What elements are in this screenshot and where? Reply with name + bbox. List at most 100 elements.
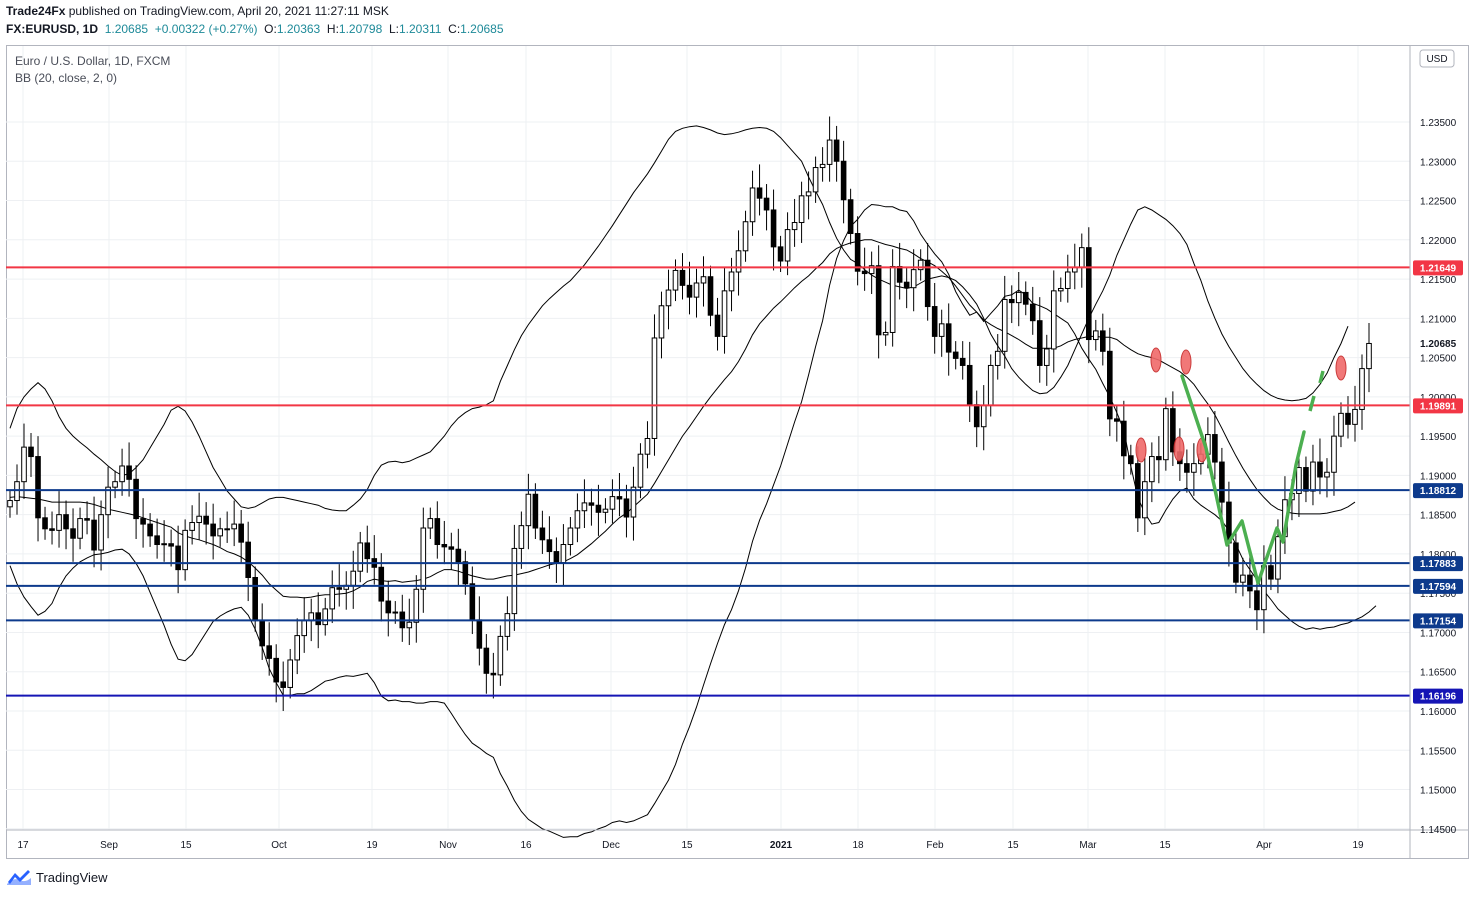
candle-body-down bbox=[861, 270, 868, 275]
x-tick-label: Sep bbox=[100, 840, 118, 851]
candle-body-up bbox=[1240, 574, 1246, 583]
candle bbox=[1064, 254, 1071, 303]
candle bbox=[357, 531, 364, 583]
candle bbox=[1163, 397, 1169, 471]
candle bbox=[21, 423, 27, 499]
candle-body-up bbox=[819, 163, 826, 169]
candle bbox=[588, 488, 595, 526]
y-tick-label: 1.18000 bbox=[1420, 550, 1457, 561]
candle-body-up bbox=[826, 139, 833, 165]
candle bbox=[826, 116, 833, 182]
x-tick-label: 15 bbox=[681, 840, 693, 851]
candle-body-up bbox=[56, 514, 62, 531]
candle-body-down bbox=[259, 620, 265, 647]
candle bbox=[504, 596, 511, 651]
pattern-marker bbox=[1150, 347, 1162, 373]
close-label: C: bbox=[448, 22, 461, 36]
candle bbox=[882, 321, 889, 346]
candle bbox=[364, 525, 371, 573]
y-tick-label: 1.17000 bbox=[1420, 628, 1457, 639]
candle-body-down bbox=[931, 306, 938, 337]
candle bbox=[245, 521, 251, 602]
candle bbox=[1191, 443, 1197, 496]
candle bbox=[658, 291, 665, 359]
candlesticks bbox=[7, 116, 1372, 711]
tradingview-logo-icon bbox=[7, 870, 31, 885]
y-tick-label: 1.21500 bbox=[1420, 275, 1457, 286]
candle-body-down bbox=[756, 187, 763, 199]
candle bbox=[714, 297, 721, 351]
candle-body-down bbox=[714, 314, 721, 337]
candle-body-down bbox=[49, 528, 55, 531]
currency-label: USD bbox=[1426, 54, 1447, 65]
candle bbox=[399, 594, 406, 642]
candle bbox=[749, 170, 756, 236]
candle-body-up bbox=[609, 496, 616, 510]
candle bbox=[1345, 396, 1351, 439]
legend-indicator[interactable]: BB (20, close, 2, 0) bbox=[15, 71, 118, 85]
horizontal-levels[interactable] bbox=[6, 266, 1410, 697]
candle-body-up bbox=[994, 350, 1001, 366]
candle bbox=[140, 498, 146, 548]
candle bbox=[763, 184, 770, 231]
candle bbox=[84, 501, 90, 535]
x-tick-label: Nov bbox=[439, 840, 457, 851]
candle bbox=[322, 597, 329, 636]
level-badge-1.18812 bbox=[1413, 483, 1463, 499]
candle-body-up bbox=[427, 518, 434, 529]
candle-body-up bbox=[1275, 536, 1281, 580]
candle-body-up bbox=[1191, 463, 1197, 473]
candle bbox=[945, 303, 952, 376]
candle bbox=[1107, 327, 1113, 437]
candle-body-down bbox=[84, 518, 90, 521]
candle bbox=[294, 618, 301, 675]
candle-body-down bbox=[1114, 418, 1120, 422]
candle-body-up bbox=[1310, 461, 1316, 492]
candle bbox=[959, 341, 966, 380]
candle bbox=[105, 466, 111, 539]
candle-body-up bbox=[1078, 247, 1085, 268]
candle-body-up bbox=[357, 542, 364, 572]
candle-body-down bbox=[238, 523, 244, 543]
currency-button[interactable]: USD bbox=[1419, 49, 1455, 68]
candle bbox=[987, 354, 994, 417]
candle-body-up bbox=[560, 544, 567, 564]
tradingview-brand[interactable]: TradingView bbox=[6, 868, 108, 886]
candle-body-down bbox=[966, 364, 973, 406]
candle bbox=[819, 147, 826, 182]
x-tick-label: 15 bbox=[180, 840, 192, 851]
candle-body-down bbox=[273, 657, 279, 683]
candle bbox=[903, 268, 910, 309]
candle-body-up bbox=[1142, 481, 1148, 519]
candle bbox=[623, 484, 630, 538]
x-tick-label: 17 bbox=[17, 840, 29, 851]
legend-title[interactable]: Euro / U.S. Dollar, 1D, FXCM bbox=[15, 54, 171, 68]
y-tick-label: 1.16500 bbox=[1420, 668, 1457, 679]
candle-body-down bbox=[945, 323, 952, 353]
pattern-marker bbox=[1135, 437, 1147, 463]
y-tick-label: 1.23000 bbox=[1420, 157, 1457, 168]
candle-body-up bbox=[406, 621, 413, 629]
candle bbox=[420, 507, 427, 613]
candle bbox=[147, 513, 153, 547]
candle-body-up bbox=[602, 508, 609, 513]
candle-body-up bbox=[700, 276, 707, 284]
publisher-name[interactable]: Trade24Fx bbox=[6, 4, 66, 18]
close-value: 1.20685 bbox=[460, 22, 504, 36]
candle bbox=[980, 385, 987, 451]
candle bbox=[602, 498, 609, 524]
candle-body-up bbox=[231, 523, 237, 530]
candle-body-down bbox=[1345, 412, 1351, 425]
y-tick-label: 1.18500 bbox=[1420, 511, 1457, 522]
candle-body-down bbox=[140, 518, 146, 525]
x-tick-label: 18 bbox=[852, 840, 864, 851]
candle bbox=[1057, 277, 1064, 302]
candle-body-up bbox=[21, 446, 27, 483]
level-badge-1.17154 bbox=[1413, 613, 1463, 629]
candle-body-down bbox=[455, 548, 462, 563]
candle bbox=[721, 267, 728, 354]
candle-body-up bbox=[791, 222, 798, 231]
candle bbox=[203, 502, 209, 545]
candle bbox=[854, 216, 861, 286]
